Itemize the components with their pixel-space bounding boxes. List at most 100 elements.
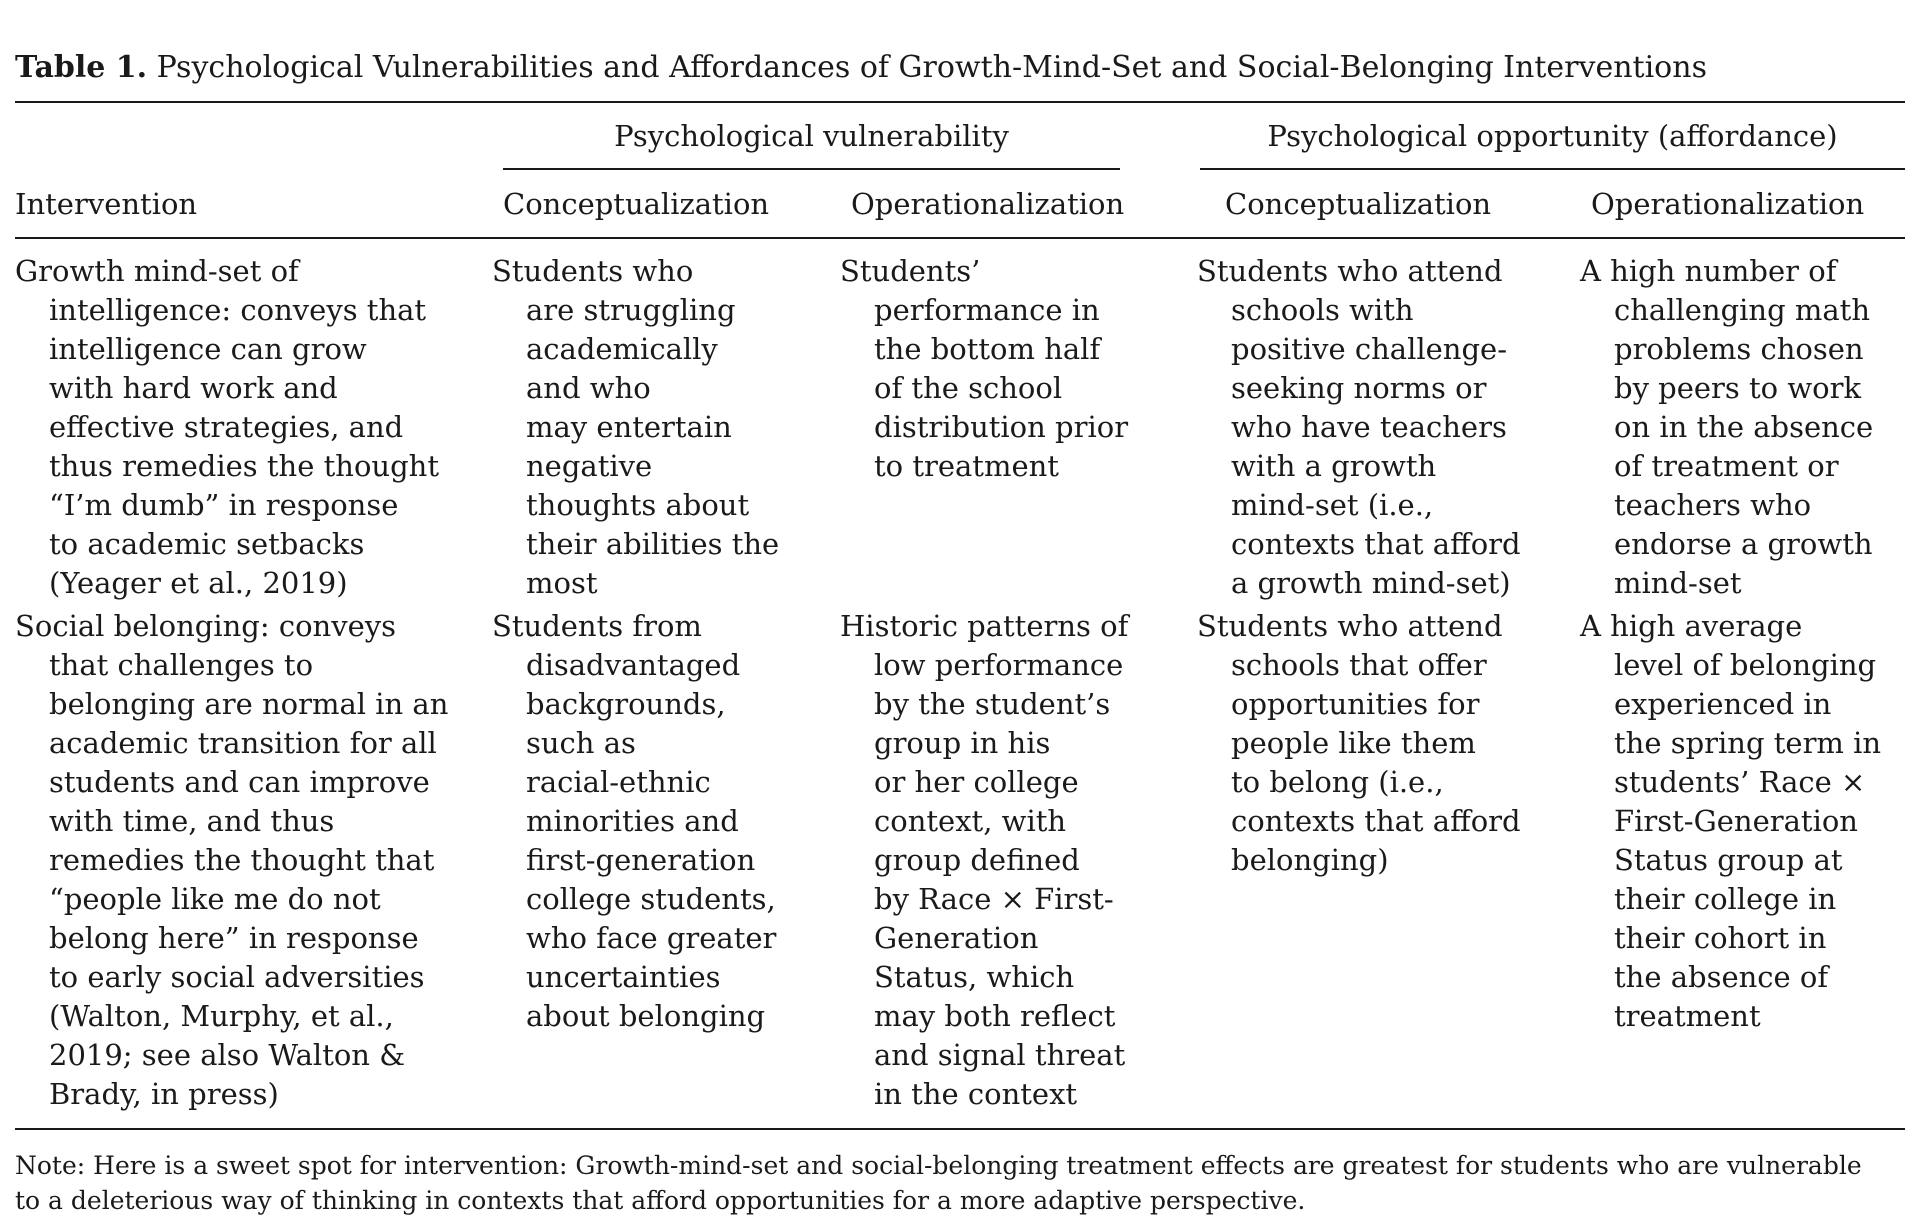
cell-line: may entertain xyxy=(526,410,732,444)
column-header-opportunity-operationalization: Operationalization xyxy=(1591,187,1865,221)
cell-line: on in the absence xyxy=(1614,410,1874,444)
column-header-vulnerability-operationalization: Operationalization xyxy=(851,187,1125,221)
cell-line: A high average xyxy=(1580,609,1803,643)
group-rule-vulnerability xyxy=(503,168,1120,170)
cell-line: Students who attend xyxy=(1197,609,1503,643)
cell-line: disadvantaged xyxy=(526,648,741,682)
table-caption-text: Psychological Vulnerabilities and Afford… xyxy=(156,50,1707,85)
cell-line: mind-set xyxy=(1614,566,1742,600)
cell-line: level of belonging xyxy=(1614,648,1877,682)
cell-line: their college in xyxy=(1614,882,1837,916)
cell-line: with a growth xyxy=(1231,449,1437,483)
cell-line: low performance xyxy=(874,648,1124,682)
cell-line: challenging math xyxy=(1614,293,1871,327)
cell-line: that challenges to xyxy=(49,648,314,682)
row1-opportunity-operationalization-cell: A high number of challenging math proble… xyxy=(1580,252,1873,603)
cell-line: Growth mind-set of xyxy=(15,254,299,288)
cell-line: academically xyxy=(526,332,718,366)
cell-line: Students who xyxy=(492,254,694,288)
cell-line: intelligence: conveys that xyxy=(49,293,427,327)
cell-line: effective strategies, and xyxy=(49,410,404,444)
cell-line: are struggling xyxy=(526,293,736,327)
cell-line: 2019; see also Walton & xyxy=(49,1038,406,1072)
cell-line: Students who attend xyxy=(1197,254,1503,288)
cell-line: students’ Race × xyxy=(1614,765,1866,799)
cell-line: in the context xyxy=(874,1077,1078,1111)
row1-opportunity-conceptualization-cell: Students who attend schools with positiv… xyxy=(1197,252,1521,603)
table-note-line: to a deleterious way of thinking in cont… xyxy=(15,1186,1306,1215)
cell-line: academic transition for all xyxy=(49,726,437,760)
cell-line: minorities and xyxy=(526,804,739,838)
cell-line: backgrounds, xyxy=(526,687,726,721)
table-note-line: Note: Here is a sweet spot for intervent… xyxy=(15,1151,1862,1180)
row2-opportunity-conceptualization-cell: Students who attend schools that offer o… xyxy=(1197,607,1521,880)
bottom-rule xyxy=(15,1128,1905,1130)
cell-line: about belonging xyxy=(526,999,766,1033)
table-caption-label: Table 1. xyxy=(15,50,148,85)
cell-line: problems chosen xyxy=(1614,332,1864,366)
row2-vulnerability-operationalization-cell: Historic patterns of low performance by … xyxy=(840,607,1128,1114)
cell-line: negative xyxy=(526,449,653,483)
cell-line: may both reflect xyxy=(874,999,1116,1033)
table-note: Note: Here is a sweet spot for intervent… xyxy=(15,1148,1905,1218)
cell-line: A high number of xyxy=(1580,254,1837,288)
cell-line: by the student’s xyxy=(874,687,1111,721)
cell-line: intelligence can grow xyxy=(49,332,367,366)
cell-line: a growth mind-set) xyxy=(1231,566,1511,600)
top-rule xyxy=(15,101,1905,103)
cell-line: students and can improve xyxy=(49,765,430,799)
cell-line: endorse a growth xyxy=(1614,527,1873,561)
cell-line: who face greater xyxy=(526,921,777,955)
cell-line: Historic patterns of xyxy=(840,609,1129,643)
group-header-opportunity: Psychological opportunity (affordance) xyxy=(1267,119,1838,153)
cell-line: distribution prior xyxy=(874,410,1129,444)
row2-vulnerability-conceptualization-cell: Students from disadvantaged backgrounds,… xyxy=(492,607,776,1036)
cell-line: their cohort in xyxy=(1614,921,1827,955)
cell-line: of treatment or xyxy=(1614,449,1839,483)
cell-line: thus remedies the thought xyxy=(49,449,439,483)
cell-line: seeking norms or xyxy=(1231,371,1487,405)
cell-line: Generation xyxy=(874,921,1039,955)
cell-line: who have teachers xyxy=(1231,410,1507,444)
cell-line: to early social adversities xyxy=(49,960,425,994)
cell-line: group defined xyxy=(874,843,1080,877)
cell-line: and signal threat xyxy=(874,1038,1126,1072)
cell-line: uncertainties xyxy=(526,960,721,994)
column-header-opportunity-conceptualization: Conceptualization xyxy=(1225,187,1492,221)
cell-line: schools that offer xyxy=(1231,648,1487,682)
cell-line: group in his xyxy=(874,726,1051,760)
cell-line: the absence of xyxy=(1614,960,1829,994)
cell-line: treatment xyxy=(1614,999,1761,1033)
cell-line: such as xyxy=(526,726,636,760)
row2-opportunity-operationalization-cell: A high average level of belonging experi… xyxy=(1580,607,1881,1036)
cell-line: with time, and thus xyxy=(49,804,335,838)
cell-line: belonging) xyxy=(1231,843,1389,877)
cell-line: people like them xyxy=(1231,726,1476,760)
group-rule-opportunity xyxy=(1200,168,1905,170)
row2-intervention-cell: Social belonging: conveys that challenge… xyxy=(15,607,448,1114)
cell-line: to treatment xyxy=(874,449,1059,483)
cell-line: Social belonging: conveys xyxy=(15,609,397,643)
cell-line: remedies the thought that xyxy=(49,843,435,877)
cell-line: opportunities for xyxy=(1231,687,1480,721)
table-caption: Table 1. Psychological Vulnerabilities a… xyxy=(15,48,1905,88)
cell-line: “I’m dumb” in response xyxy=(49,488,399,522)
cell-line: or her college xyxy=(874,765,1079,799)
cell-line: college students, xyxy=(526,882,776,916)
cell-line: the spring term in xyxy=(1614,726,1882,760)
cell-line: racial-ethnic xyxy=(526,765,711,799)
cell-line: Status, which xyxy=(874,960,1075,994)
cell-line: contexts that afford xyxy=(1231,804,1521,838)
cell-line: performance in xyxy=(874,293,1100,327)
cell-line: positive challenge- xyxy=(1231,332,1507,366)
group-header-vulnerability: Psychological vulnerability xyxy=(614,119,1009,153)
cell-line: by Race × First- xyxy=(874,882,1114,916)
cell-line: of the school xyxy=(874,371,1063,405)
cell-line: their abilities the xyxy=(526,527,780,561)
row1-intervention-cell: Growth mind-set of intelligence: conveys… xyxy=(15,252,439,603)
cell-line: and who xyxy=(526,371,651,405)
cell-line: “people like me do not xyxy=(49,882,381,916)
column-header-intervention: Intervention xyxy=(15,187,198,221)
cell-line: the bottom half xyxy=(874,332,1101,366)
